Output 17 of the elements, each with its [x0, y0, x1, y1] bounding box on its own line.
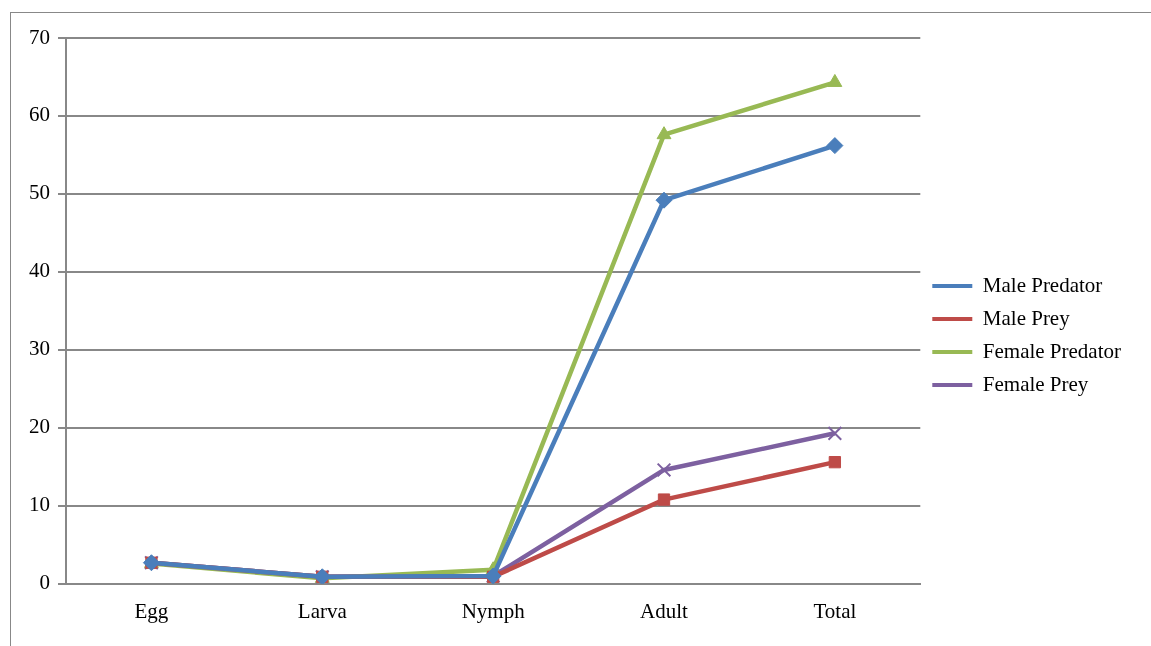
x-tick-label: Larva [297, 598, 348, 623]
legend-label: Female Predator [982, 338, 1122, 363]
y-tick-label: 0 [39, 570, 50, 595]
y-tick-label: 40 [29, 258, 50, 283]
x-tick-label: Total [813, 598, 857, 623]
legend-label: Male Predator [982, 272, 1103, 297]
x-tick-label: Egg [134, 598, 169, 623]
y-tick-label: 60 [29, 102, 50, 127]
legend-label: Female Prey [982, 371, 1089, 396]
y-tick-label: 50 [29, 180, 50, 205]
x-tick-label: Adult [640, 598, 689, 623]
y-tick-label: 70 [29, 24, 50, 49]
legend-label: Male Prey [982, 305, 1071, 330]
y-tick-label: 30 [29, 336, 50, 361]
y-tick-label: 20 [29, 414, 50, 439]
x-tick-label: Nymph [461, 598, 526, 623]
y-tick-label: 10 [29, 492, 50, 517]
